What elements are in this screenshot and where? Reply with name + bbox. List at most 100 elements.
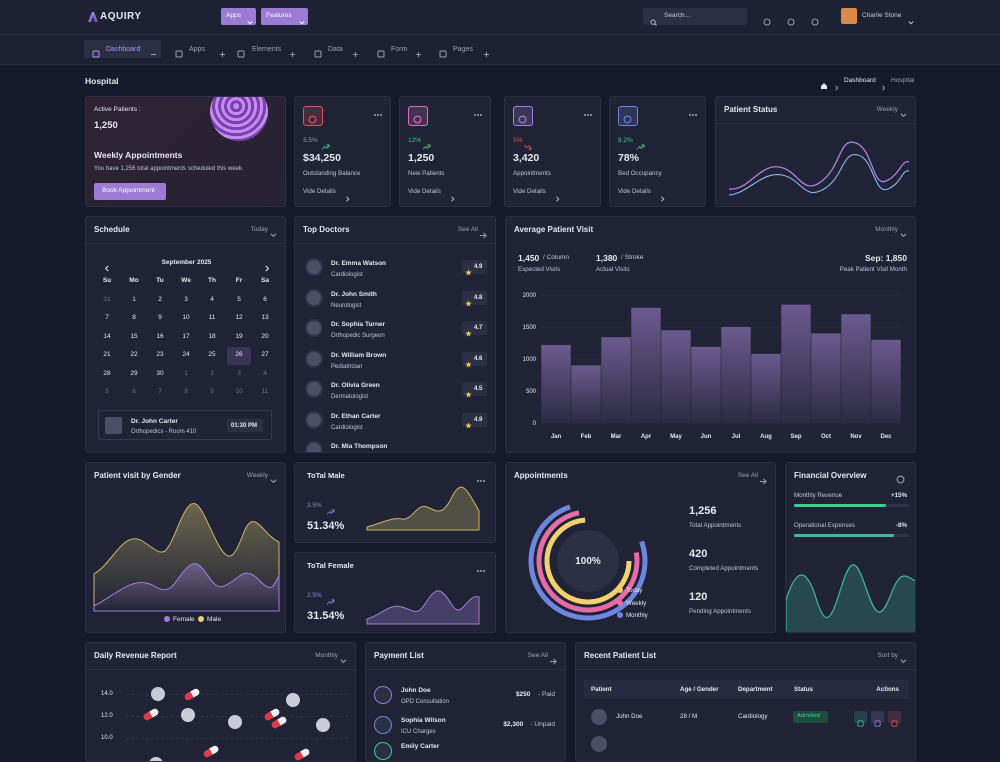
action-icon[interactable] — [760, 472, 767, 485]
calendar-day[interactable]: 28 — [103, 370, 111, 377]
card-title: Recent Patient List — [584, 651, 657, 660]
calendar-day[interactable]: 8 — [184, 388, 188, 395]
calendar-day[interactable]: 6 — [263, 296, 267, 303]
nav-item[interactable]: Elements — [252, 46, 282, 53]
calendar-day[interactable]: 1 — [132, 296, 136, 303]
menu-dots[interactable] — [474, 106, 482, 116]
calendar-day[interactable]: 7 — [105, 314, 109, 321]
header-icon[interactable] — [787, 13, 795, 26]
card-action[interactable]: Today — [250, 226, 268, 233]
card-action[interactable]: Weekly — [876, 106, 898, 113]
calendar-day[interactable]: 1 — [184, 370, 188, 377]
menu-dots[interactable] — [374, 106, 382, 116]
calendar-day[interactable]: 3 — [237, 370, 241, 377]
next-month[interactable] — [264, 259, 271, 272]
calendar-day[interactable]: 3 — [184, 296, 188, 303]
calendar-day[interactable]: 16 — [156, 333, 164, 340]
action-icon[interactable] — [550, 652, 557, 665]
stat-link[interactable]: Vide Details — [303, 188, 336, 195]
calendar-day[interactable]: 23 — [156, 351, 164, 358]
calendar-day[interactable]: 4 — [210, 296, 214, 303]
calendar-day[interactable]: 27 — [261, 351, 269, 358]
menu-dots[interactable] — [477, 472, 485, 482]
trend-icon — [523, 138, 532, 150]
calendar-day[interactable]: 18 — [208, 333, 216, 340]
calendar-day[interactable]: 9 — [158, 314, 162, 321]
calendar-day[interactable]: 21 — [103, 351, 111, 358]
calendar-day[interactable]: 8 — [132, 314, 136, 321]
shape — [377, 114, 379, 116]
stat-link[interactable]: Vide Details — [408, 188, 441, 195]
calendar-day[interactable]: 17 — [182, 333, 190, 340]
calendar-day[interactable]: 29 — [130, 370, 138, 377]
info-icon[interactable] — [896, 471, 905, 484]
calendar-day[interactable]: 13 — [261, 314, 269, 321]
nav-item[interactable]: Data — [328, 46, 343, 53]
card-action[interactable]: See All — [457, 226, 478, 233]
breadcrumb-item[interactable]: Dashboard — [844, 77, 876, 84]
card-action[interactable]: See All — [527, 652, 548, 659]
card-action[interactable]: Sort by — [877, 652, 898, 659]
calendar-day[interactable]: 11 — [261, 388, 269, 395]
user-name[interactable]: Charlie Stone — [862, 12, 902, 19]
calendar-day[interactable]: 10 — [182, 314, 190, 321]
calendar-day[interactable]: 10 — [235, 388, 243, 395]
search-box[interactable]: Search... — [643, 8, 747, 26]
action-button[interactable] — [854, 711, 867, 727]
action-icon[interactable] — [900, 226, 907, 238]
calendar-day[interactable]: 15 — [130, 333, 138, 340]
calendar-day[interactable]: 2 — [158, 296, 162, 303]
header-icon[interactable] — [811, 13, 819, 26]
nav-item[interactable]: Form — [391, 46, 408, 53]
menu-dots[interactable] — [689, 106, 697, 116]
calendar-day[interactable]: 19 — [235, 333, 243, 340]
calendar-day[interactable]: 11 — [208, 314, 216, 321]
calendar-day[interactable]: 25 — [208, 351, 216, 358]
action-icon[interactable] — [270, 472, 277, 484]
stat-link[interactable]: Vide Details — [618, 188, 651, 195]
action-icon[interactable] — [480, 226, 487, 239]
action-icon[interactable] — [900, 652, 907, 664]
card-action[interactable]: See All — [737, 472, 758, 479]
calendar-day[interactable]: 12 — [235, 314, 243, 321]
header-icon[interactable] — [763, 13, 771, 26]
book-button[interactable]: Book Appointment — [94, 183, 166, 200]
action-icon[interactable] — [270, 226, 277, 238]
calendar-day[interactable]: 31 — [103, 296, 111, 303]
calendar-day[interactable]: 22 — [130, 351, 138, 358]
nav-item[interactable]: Apps — [189, 46, 205, 53]
menu-button[interactable]: Apps — [221, 8, 256, 25]
action-icon[interactable] — [340, 652, 347, 664]
calendar-day[interactable]: 14 — [103, 333, 111, 340]
breadcrumb-home[interactable] — [820, 77, 828, 89]
prev-month[interactable] — [103, 259, 110, 272]
card-action[interactable]: Weekly — [246, 472, 268, 479]
icon-svg — [289, 51, 296, 58]
calendar-day[interactable]: 9 — [210, 388, 214, 395]
doctor-specialty: Cardiologist — [331, 424, 363, 431]
calendar-day[interactable]: 4 — [263, 370, 267, 377]
menu-dots[interactable] — [477, 562, 485, 572]
icon-svg — [265, 265, 270, 272]
action-button[interactable] — [888, 711, 901, 727]
menu-label: Apps — [226, 12, 241, 19]
menu-button[interactable]: Features — [261, 8, 308, 25]
calendar-day[interactable]: 2 — [210, 370, 214, 377]
nav-item[interactable]: Dashboard — [106, 46, 141, 53]
nav-item[interactable]: Pages — [453, 46, 473, 53]
action-icon[interactable] — [900, 106, 907, 118]
card-action[interactable]: Monthly — [315, 652, 338, 659]
action-button[interactable] — [871, 711, 884, 727]
stat-link[interactable]: Vide Details — [513, 188, 546, 195]
card-action[interactable]: Monthly — [875, 226, 898, 233]
calendar-day[interactable]: 5 — [237, 296, 241, 303]
menu-dots[interactable] — [584, 106, 592, 116]
calendar-day[interactable]: 26 — [235, 351, 243, 358]
calendar-day[interactable]: 6 — [132, 388, 136, 395]
shape — [728, 154, 910, 196]
calendar-day[interactable]: 5 — [105, 388, 109, 395]
calendar-day[interactable]: 7 — [158, 388, 162, 395]
calendar-day[interactable]: 24 — [182, 351, 190, 358]
calendar-day[interactable]: 20 — [261, 333, 269, 340]
calendar-day[interactable]: 30 — [156, 370, 164, 377]
